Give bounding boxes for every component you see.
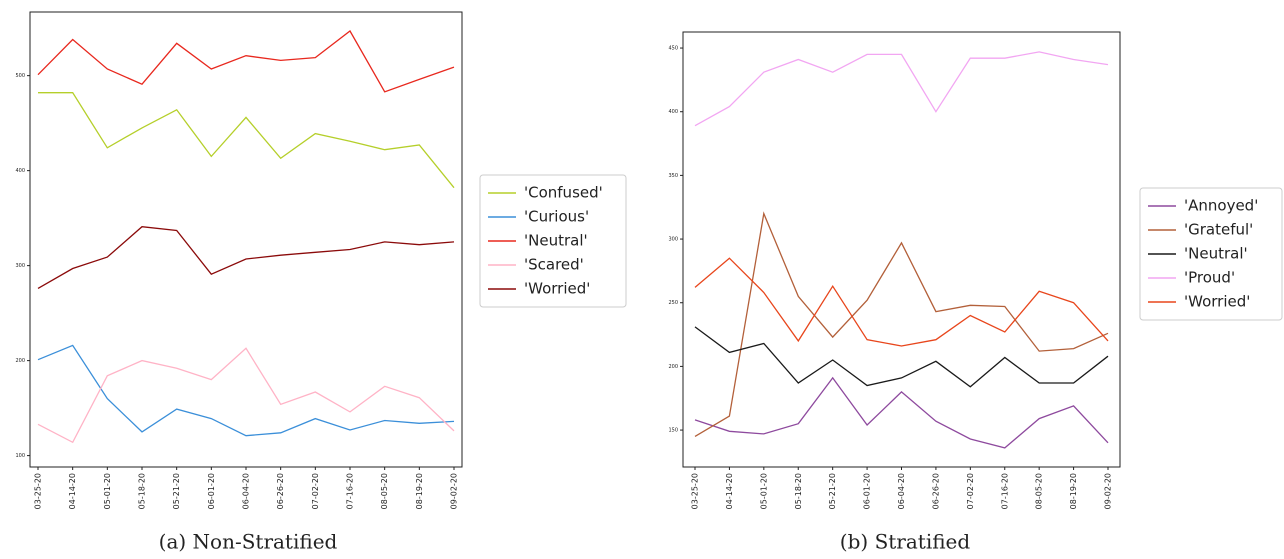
x-tick-label: 06-04-20 <box>897 473 906 509</box>
caption: (a) Non-Stratified <box>159 530 338 554</box>
data-line <box>37 226 455 289</box>
legend-label: 'Neutral' <box>1184 245 1248 263</box>
x-tick-label: 07-02-20 <box>966 473 975 509</box>
x-tick-label: 08-05-20 <box>1035 473 1044 509</box>
x-tick-label: 04-14-20 <box>725 473 734 509</box>
y-tick-label: 200 <box>15 358 25 364</box>
y-tick-label: 300 <box>668 237 678 243</box>
x-tick-label: 05-01-20 <box>103 473 112 509</box>
legend-box <box>1139 187 1283 321</box>
x-tick-label: 07-02-20 <box>311 473 320 509</box>
data-line <box>38 92 455 189</box>
x-tick-label: 07-16-20 <box>346 473 355 509</box>
x-tick-label: 09-02-20 <box>1104 473 1113 509</box>
y-tick-label: 250 <box>668 300 678 306</box>
x-tick-label: 03-25-20 <box>34 473 43 509</box>
legend-label: 'Grateful' <box>1184 221 1253 239</box>
legend-label: 'Annoyed' <box>1184 197 1258 215</box>
x-tick-label: 06-01-20 <box>207 473 216 509</box>
x-tick-label: 05-18-20 <box>794 473 803 509</box>
y-tick-label: 200 <box>668 364 678 370</box>
x-tick-label: 06-26-20 <box>931 473 940 509</box>
legend-label: 'Scared' <box>524 256 584 274</box>
plot-frame <box>682 31 1121 468</box>
y-tick-label: 500 <box>15 73 25 79</box>
data-line <box>694 211 1109 437</box>
data-line <box>694 376 1109 449</box>
data-line <box>37 347 455 444</box>
x-tick-label: 06-26-20 <box>276 473 285 509</box>
x-tick-label: 05-21-20 <box>828 473 837 509</box>
legend-label: 'Worried' <box>1184 293 1250 311</box>
x-tick-label: 08-19-20 <box>1069 473 1078 509</box>
y-tick-label: 450 <box>668 46 678 52</box>
x-tick-label: 05-21-20 <box>172 473 181 509</box>
x-tick-label: 05-01-20 <box>759 473 768 509</box>
y-tick-label: 400 <box>668 109 678 115</box>
data-line <box>694 51 1109 127</box>
x-tick-label: 05-18-20 <box>138 473 147 509</box>
legend-box <box>479 174 627 308</box>
legend-label: 'Worried' <box>524 280 590 298</box>
legend-label: 'Proud' <box>1184 269 1235 287</box>
x-tick-label: 08-05-20 <box>380 473 389 509</box>
y-tick-label: 100 <box>15 453 25 459</box>
x-tick-label: 07-16-20 <box>1000 473 1009 509</box>
x-tick-label: 09-02-20 <box>450 473 459 509</box>
x-tick-label: 03-25-20 <box>691 473 700 509</box>
legend-label: 'Curious' <box>524 208 589 226</box>
y-tick-label: 300 <box>15 263 25 269</box>
y-tick-label: 350 <box>668 173 678 179</box>
y-tick-label: 150 <box>668 428 678 434</box>
caption: (b) Stratified <box>840 530 971 554</box>
data-line <box>37 30 455 93</box>
data-line <box>694 326 1109 388</box>
y-tick-label: 400 <box>15 168 25 174</box>
x-tick-label: 06-04-20 <box>242 473 251 509</box>
x-tick-label: 04-14-20 <box>68 473 77 509</box>
legend-label: 'Neutral' <box>524 232 588 250</box>
x-tick-label: 06-01-20 <box>863 473 872 509</box>
data-line <box>694 257 1109 347</box>
legend-label: 'Confused' <box>524 184 603 202</box>
data-line <box>37 344 455 437</box>
x-tick-label: 08-19-20 <box>415 473 424 509</box>
